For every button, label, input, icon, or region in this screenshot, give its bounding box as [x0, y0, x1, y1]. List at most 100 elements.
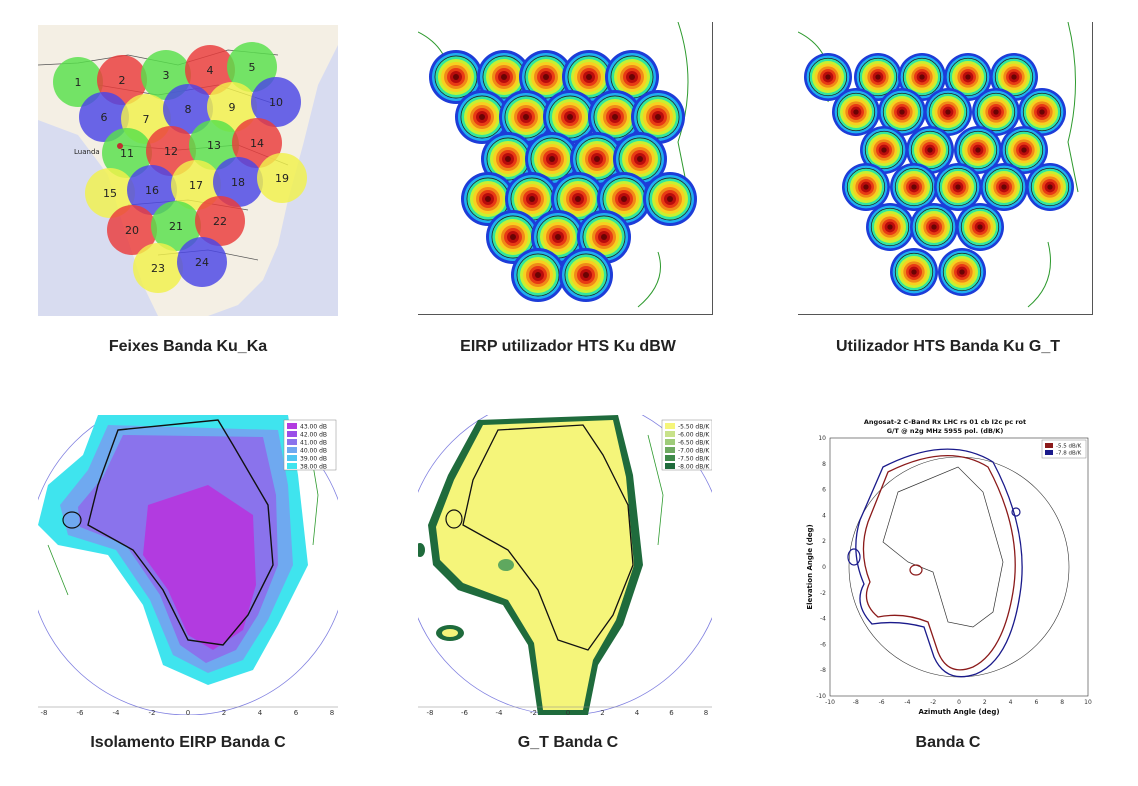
beam-label: 15: [103, 187, 117, 200]
beam-label: 10: [269, 96, 283, 109]
beam-circle: [79, 92, 129, 142]
caption-gt-c: G_T Banda C: [517, 734, 619, 751]
x-tick-label: -6: [77, 709, 85, 715]
beam-outline: [846, 167, 886, 207]
y-tick-label: 8: [822, 461, 826, 468]
beam-circle: [53, 57, 103, 107]
beam-outline: [960, 207, 1000, 247]
x-tick-label: -10: [825, 699, 835, 706]
beam-outline: [938, 167, 978, 207]
legend-swatch: [287, 431, 297, 437]
x-tick-label: 10: [1084, 699, 1092, 706]
gt-hts-map-image: [798, 22, 1093, 315]
legend-swatch: [665, 423, 675, 429]
gt-c-svg: -8 -6 -4 -2 0 2 4 6 8 -5.50 dB/K-6.00 dB/K-6.50 …: [418, 415, 712, 715]
beam-outline: [928, 92, 968, 132]
x-tick-label: -8: [427, 709, 434, 715]
beam-outline: [1022, 92, 1062, 132]
heat-ring: [1039, 109, 1045, 115]
heat-ring: [1021, 147, 1027, 153]
heat-ring: [1011, 74, 1017, 80]
y-tick-label: 6: [822, 487, 826, 494]
beam-outline: [648, 177, 692, 221]
beam-label: 16: [145, 184, 159, 197]
beam-label: 9: [229, 101, 236, 114]
city-label-luanda: Luanda: [74, 148, 100, 156]
legend-swatch: [665, 439, 675, 445]
beam-label: 11: [120, 147, 134, 160]
x-tick-label: 6: [669, 709, 674, 715]
legend-swatch: [665, 463, 675, 469]
beam-circle: [171, 160, 221, 210]
beam-circle: [107, 205, 157, 255]
heat-ring: [505, 156, 511, 162]
heat-ring: [629, 74, 635, 80]
beam-label: 18: [231, 176, 245, 189]
heat-ring: [881, 147, 887, 153]
x-tick-label: 2: [222, 709, 226, 715]
beam-label: 14: [250, 137, 264, 150]
beam-outline: [858, 57, 898, 97]
eirp-hts-svg: [418, 22, 697, 308]
beam-circle: [189, 120, 239, 170]
heat-ring: [555, 234, 561, 240]
contour-purple: [143, 485, 256, 650]
legend-swatch: [287, 455, 297, 461]
x-tick-label: 0: [566, 709, 570, 715]
heat-ring: [637, 156, 643, 162]
beam-outline: [564, 253, 608, 297]
legend-label: -5.5 dB/K: [1056, 444, 1082, 450]
banda-c-xlabel: Azimuth Angle (deg): [918, 708, 999, 716]
beam-outline: [870, 207, 910, 247]
x-tick-label: -2: [530, 709, 537, 715]
legend-swatch: [665, 447, 675, 453]
legend-label: -7.8 dB/K: [1056, 451, 1082, 457]
beam-outline: [948, 57, 988, 97]
beam-circle: [85, 168, 135, 218]
beam-label: 22: [213, 215, 227, 228]
contour-red: [862, 454, 1016, 671]
legend-swatch: [665, 455, 675, 461]
gt-yellow-area: [436, 420, 634, 710]
x-tick-label: 8: [704, 709, 708, 715]
beam-outline: [864, 130, 904, 170]
iso-x-axis: -8 -6 -4 -2 0 2 4 6 8: [41, 709, 335, 715]
legend-label: -8.00 dB/K: [678, 464, 710, 471]
x-tick-label: 0: [186, 709, 190, 715]
beam-label: 24: [195, 256, 209, 269]
heat-ring: [535, 272, 541, 278]
beam-label: 4: [207, 64, 214, 77]
heat-ring: [485, 196, 491, 202]
legend-label: -6.50 dB/K: [678, 440, 710, 447]
x-tick-label: -8: [853, 699, 859, 706]
caption-eirp-hts: EIRP utilizador HTS Ku dBW: [460, 338, 676, 355]
heat-ring: [501, 74, 507, 80]
beam-circle: [213, 157, 263, 207]
contour-blue: [855, 448, 1023, 678]
beam-outline: [910, 130, 950, 170]
heat-ring: [621, 196, 627, 202]
x-tick-label: -2: [930, 699, 936, 706]
beam-outline: [894, 252, 934, 292]
heat-ring: [479, 114, 485, 120]
heat-ring: [601, 234, 607, 240]
heat-ring: [655, 114, 661, 120]
beam-label: 5: [249, 61, 256, 74]
y-tick-label: 10: [818, 435, 826, 442]
heat-ring: [931, 224, 937, 230]
beam-circle: [232, 118, 282, 168]
banda-c-y-axis: 10 8 6 4 2 0 -2 -4 -6 -8 -10: [816, 435, 826, 700]
beam-circle: [185, 45, 235, 95]
legend-label: 39.00 dB: [300, 456, 327, 463]
beam-label: 17: [189, 179, 203, 192]
legend-label: 43.00 dB: [300, 424, 327, 431]
heat-ring: [612, 114, 618, 120]
beam-label: 13: [207, 139, 221, 152]
beam-circle: [257, 153, 307, 203]
eirp-hts-map-image: [418, 22, 713, 315]
legend-swatch: [1045, 443, 1053, 448]
heat-ring: [510, 234, 516, 240]
beam-outline: [836, 92, 876, 132]
beam-circle: [163, 84, 213, 134]
